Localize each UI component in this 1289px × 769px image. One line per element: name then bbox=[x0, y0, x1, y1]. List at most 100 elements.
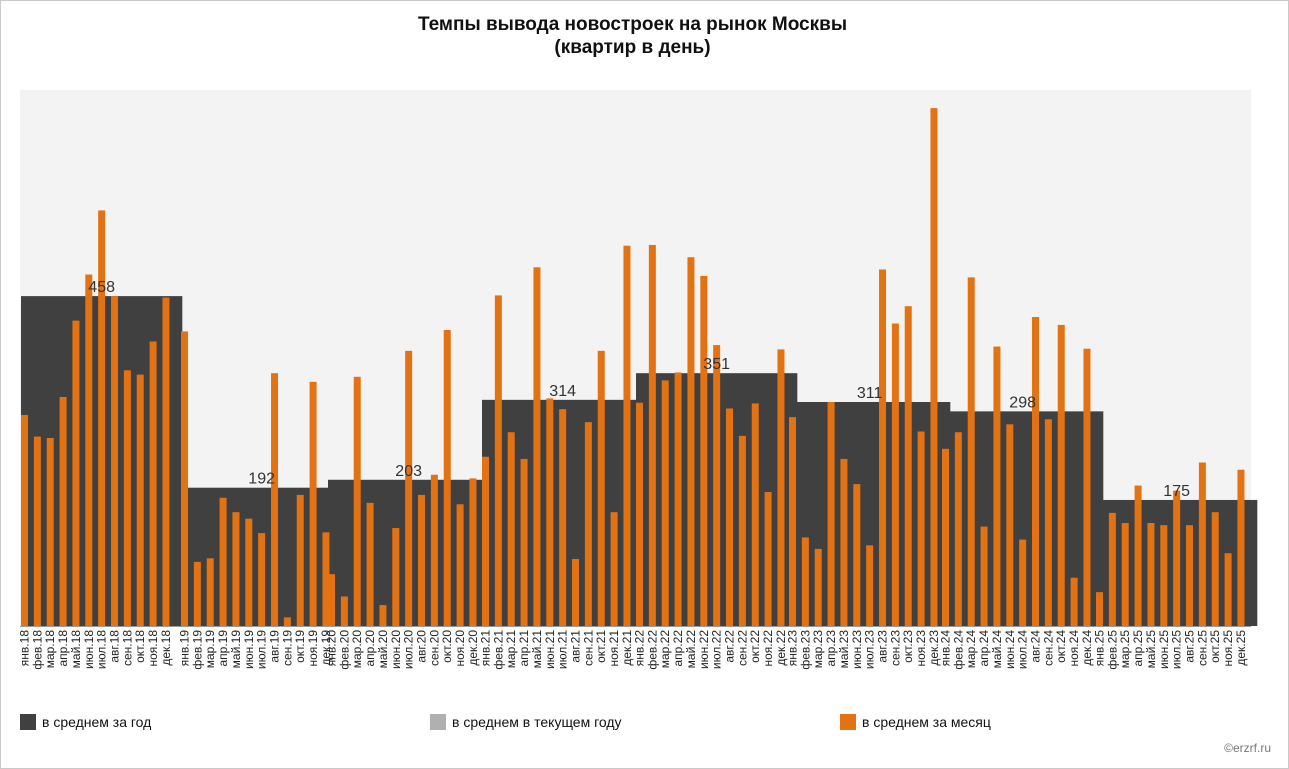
month-bar-июн-18 bbox=[85, 274, 93, 626]
x-tick-label: янв.22 bbox=[633, 630, 647, 667]
x-tick-label: июл.22 bbox=[710, 630, 724, 669]
month-bar-мар-22 bbox=[661, 380, 669, 626]
month-bar-сен-23 bbox=[891, 323, 899, 626]
x-tick-label: ноя.22 bbox=[761, 630, 775, 667]
month-bar-июн-25 bbox=[1160, 525, 1168, 626]
x-tick-label: мар.21 bbox=[504, 630, 518, 669]
month-bar-сен-19 bbox=[283, 617, 291, 626]
month-bar-ноя-22 bbox=[764, 492, 772, 626]
month-bar-окт-21 bbox=[597, 350, 605, 626]
month-bar-июл-20 bbox=[405, 350, 413, 626]
month-bar-фев-22 bbox=[648, 244, 656, 626]
month-bar-сен-22 bbox=[738, 435, 746, 626]
month-bar-фев-24 bbox=[954, 432, 962, 626]
x-tick-label: окт.18 bbox=[133, 630, 147, 663]
x-tick-label: июл.23 bbox=[863, 630, 877, 669]
x-tick-label: авг.23 bbox=[876, 630, 890, 663]
month-bar-июл-25 bbox=[1173, 490, 1181, 626]
year-average-label: 192 bbox=[248, 471, 275, 488]
x-tick-label: окт.21 bbox=[594, 630, 608, 663]
year-average-label: 298 bbox=[1009, 394, 1036, 411]
x-tick-label: ноя.21 bbox=[607, 630, 621, 667]
x-tick-label: фев.23 bbox=[798, 630, 812, 670]
month-bar-авг-24 bbox=[1032, 317, 1040, 626]
x-tick-label: янв.20 bbox=[325, 630, 339, 667]
month-bar-янв-21 bbox=[482, 456, 489, 626]
month-bar-мар-18 bbox=[46, 438, 54, 626]
year-average-label: 175 bbox=[1163, 483, 1190, 500]
x-tick-label: июн.18 bbox=[82, 630, 96, 669]
month-bar-окт-23 bbox=[904, 306, 912, 626]
x-tick-label: сен.23 bbox=[888, 630, 902, 666]
month-bar-мар-24 bbox=[967, 277, 975, 626]
month-bar-сен-18 bbox=[123, 370, 131, 626]
month-bar-дек-23 bbox=[930, 108, 938, 626]
x-tick-label: июн.21 bbox=[543, 630, 557, 669]
x-tick-label: янв.21 bbox=[479, 630, 493, 667]
x-tick-label: мар.19 bbox=[203, 630, 217, 669]
month-bar-апр-22 bbox=[674, 372, 682, 626]
month-bar-апр-23 bbox=[827, 401, 835, 626]
month-bar-ноя-23 bbox=[917, 431, 925, 626]
x-tick-label: июн.25 bbox=[1157, 630, 1171, 669]
x-tick-label: мар.24 bbox=[964, 630, 978, 669]
year-average-label: 458 bbox=[88, 279, 115, 296]
x-tick-label: дек.20 bbox=[466, 630, 480, 666]
month-bar-дек-24 bbox=[1083, 348, 1091, 626]
month-bar-мар-20 bbox=[353, 376, 361, 626]
month-bar-ноя-21 bbox=[610, 512, 618, 626]
x-tick-label: май.19 bbox=[229, 630, 243, 669]
x-tick-label: сен.24 bbox=[1041, 630, 1055, 666]
x-tick-label: авг.24 bbox=[1029, 630, 1043, 663]
month-bar-авг-20 bbox=[418, 494, 426, 626]
x-tick-label: фев.20 bbox=[337, 630, 351, 670]
x-tick-label: сен.20 bbox=[427, 630, 441, 666]
month-bar-янв-25 bbox=[1096, 592, 1103, 626]
source-credit: ©erzrf.ru bbox=[1224, 741, 1271, 755]
month-bar-май-21 bbox=[533, 267, 541, 626]
x-tick-label: апр.19 bbox=[216, 630, 230, 667]
x-tick-label: окт.22 bbox=[748, 630, 762, 663]
legend-item-year-average: в среднем за год bbox=[20, 712, 151, 732]
month-bar-сен-25 bbox=[1198, 462, 1206, 626]
legend-label-year: в среднем за год bbox=[42, 714, 152, 730]
legend-swatch-current-year bbox=[430, 714, 446, 730]
x-tick-label: окт.23 bbox=[901, 630, 915, 663]
x-tick-label: авг.18 bbox=[108, 630, 122, 663]
x-tick-label: ноя.25 bbox=[1221, 630, 1235, 667]
month-bar-авг-19 bbox=[271, 373, 279, 626]
month-bar-янв-20 bbox=[328, 574, 335, 626]
x-tick-label: май.20 bbox=[376, 630, 390, 669]
month-bar-апр-20 bbox=[366, 502, 374, 626]
month-bar-авг-18 bbox=[111, 296, 119, 626]
month-bar-авг-23 bbox=[879, 269, 887, 626]
month-bar-июн-24 bbox=[1006, 424, 1014, 626]
month-bar-ноя-20 bbox=[456, 504, 464, 626]
x-tick-label: дек.19 bbox=[319, 630, 333, 666]
x-tick-label: дек.25 bbox=[1234, 630, 1248, 666]
month-bar-янв-18 bbox=[21, 414, 28, 626]
month-bar-сен-20 bbox=[430, 474, 438, 626]
month-bar-дек-22 bbox=[777, 349, 785, 626]
x-tick-label: ноя.20 bbox=[453, 630, 467, 667]
month-bar-июл-21 bbox=[559, 409, 567, 626]
x-tick-label: ноя.19 bbox=[306, 630, 320, 667]
x-tick-label: июл.20 bbox=[402, 630, 416, 669]
x-tick-label: дек.22 bbox=[774, 630, 788, 666]
x-tick-label: апр.21 bbox=[517, 630, 531, 667]
x-tick-label: ноя.24 bbox=[1067, 630, 1081, 667]
month-bar-сен-24 bbox=[1044, 419, 1052, 626]
month-bar-июл-22 bbox=[713, 345, 721, 626]
month-bar-янв-23 bbox=[789, 417, 796, 626]
x-tick-label: июл.18 bbox=[95, 630, 109, 669]
month-bar-мар-23 bbox=[814, 548, 822, 626]
legend-swatch-month bbox=[840, 714, 856, 730]
year-average-label: 351 bbox=[703, 356, 730, 373]
legend-swatch-year bbox=[20, 714, 36, 730]
x-tick-label: мар.18 bbox=[43, 630, 57, 669]
x-tick-label: окт.24 bbox=[1054, 630, 1068, 663]
x-tick-label: сен.21 bbox=[581, 630, 595, 666]
month-bar-июн-19 bbox=[245, 518, 253, 626]
month-bar-май-22 bbox=[687, 257, 695, 626]
